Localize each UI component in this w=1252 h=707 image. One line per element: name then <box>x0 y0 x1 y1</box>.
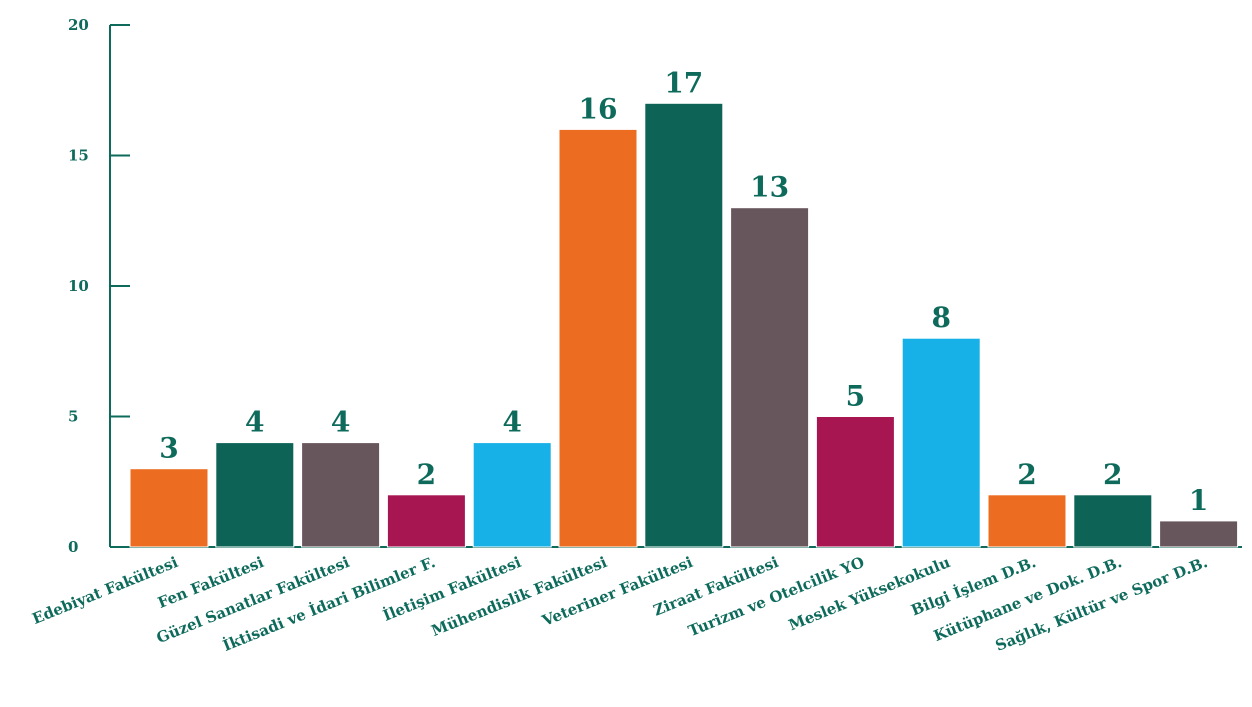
data-label: 1 <box>1189 484 1208 517</box>
data-label: 4 <box>245 406 264 439</box>
bar <box>558 128 638 548</box>
bar <box>815 416 895 548</box>
data-label: 2 <box>417 458 436 491</box>
bar <box>987 494 1067 548</box>
y-tick-label: 15 <box>68 147 89 165</box>
category-label: Veteriner Fakültesi <box>539 553 696 630</box>
bar <box>1159 520 1239 548</box>
data-label: 4 <box>502 406 521 439</box>
bar <box>644 102 724 548</box>
y-tick-label: 20 <box>68 16 89 34</box>
bars <box>129 102 1239 548</box>
bar <box>301 442 381 548</box>
bar <box>472 442 552 548</box>
y-tick-label: 5 <box>68 408 78 426</box>
value-labels: 3 4 4 2 4 16 17 13 5 8 2 2 1 <box>159 66 1208 517</box>
data-label: 4 <box>331 406 350 439</box>
bar <box>1073 494 1153 548</box>
y-tick-label: 10 <box>68 277 89 295</box>
data-label: 2 <box>1017 458 1036 491</box>
bar <box>129 468 209 548</box>
bar <box>901 337 981 548</box>
data-label: 17 <box>664 66 703 99</box>
bar <box>730 207 810 548</box>
data-label: 13 <box>750 171 789 204</box>
data-label: 3 <box>159 432 178 465</box>
data-label: 2 <box>1103 458 1122 491</box>
data-label: 5 <box>846 380 865 413</box>
y-tick-label: 0 <box>68 538 78 556</box>
data-label: 8 <box>931 301 950 334</box>
bar <box>386 494 466 548</box>
data-label: 16 <box>579 92 618 125</box>
category-label: Edebiyat Fakültesi <box>30 553 181 628</box>
bar <box>215 442 295 548</box>
category-label: Meslek Yüksekokulu <box>786 553 953 634</box>
